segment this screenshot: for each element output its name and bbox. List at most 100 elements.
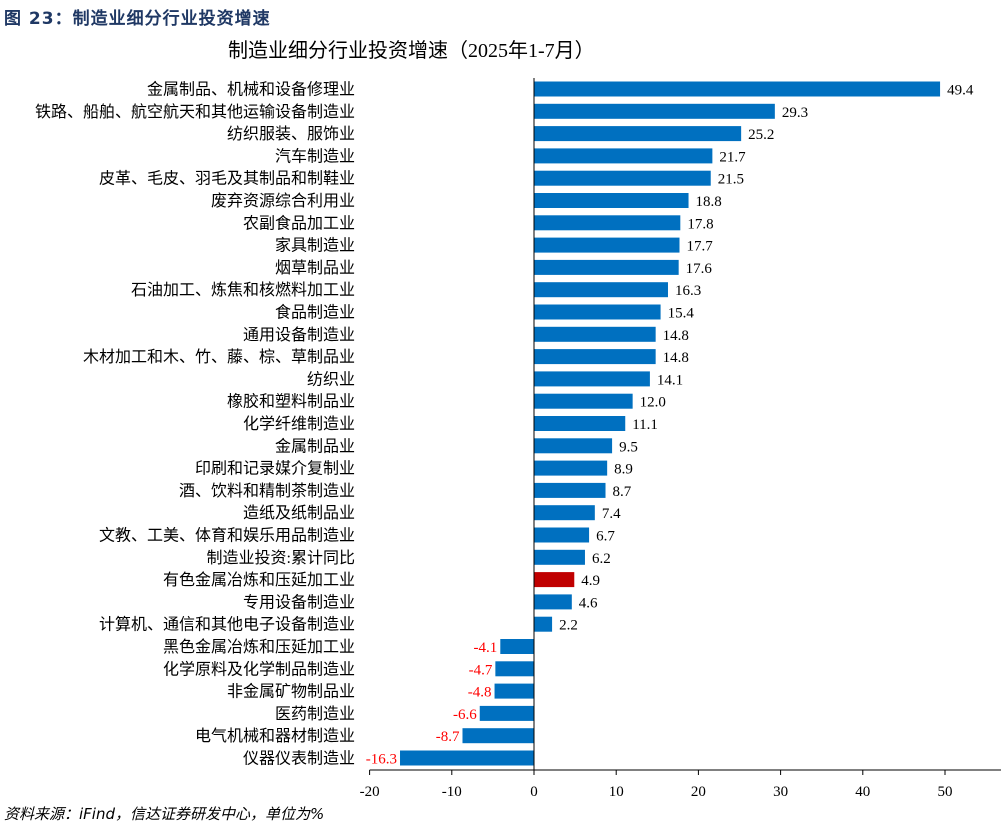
category-label: 铁路、船舶、航空航天和其他运输设备制造业 bbox=[35, 103, 355, 121]
chart-title: 制造业细分行业投资增速（2025年1-7月） bbox=[228, 40, 595, 62]
category-label: 非金属矿物制品业 bbox=[227, 683, 355, 701]
bar bbox=[462, 728, 534, 744]
bar bbox=[534, 81, 941, 97]
category-label: 电气机械和器材制造业 bbox=[195, 727, 355, 745]
bar bbox=[534, 460, 608, 476]
data-label: 21.7 bbox=[719, 149, 746, 165]
x-tick-label: 10 bbox=[609, 784, 624, 800]
x-tick-label: 20 bbox=[691, 784, 706, 800]
category-label: 橡胶和塑料制品业 bbox=[227, 393, 355, 411]
bar bbox=[534, 616, 553, 632]
bar bbox=[534, 572, 575, 588]
data-label: 8.9 bbox=[614, 462, 633, 478]
data-label: 29.3 bbox=[782, 105, 808, 121]
data-label: 16.3 bbox=[675, 283, 701, 299]
category-label: 纺织业 bbox=[307, 370, 355, 388]
category-label: 纺织服装、服饰业 bbox=[227, 125, 355, 143]
data-label: -4.8 bbox=[468, 685, 492, 701]
data-label: 17.8 bbox=[687, 216, 713, 232]
bar bbox=[534, 304, 661, 320]
category-label: 木材加工和木、竹、藤、棕、草制品业 bbox=[83, 348, 355, 366]
category-label: 酒、饮料和精制茶制造业 bbox=[179, 482, 355, 500]
data-label: -6.6 bbox=[453, 707, 477, 723]
category-label: 金属制品、机械和设备修理业 bbox=[147, 81, 355, 99]
bar bbox=[534, 482, 606, 498]
bar bbox=[534, 282, 668, 298]
data-label: 25.2 bbox=[748, 127, 774, 143]
bar bbox=[534, 549, 585, 565]
data-label: 11.1 bbox=[632, 417, 658, 433]
data-label: 9.5 bbox=[619, 439, 638, 455]
x-tick-label: -20 bbox=[360, 784, 380, 800]
category-label: 医药制造业 bbox=[275, 705, 355, 723]
x-tick-label: 50 bbox=[938, 784, 953, 800]
bar bbox=[534, 126, 742, 142]
data-label: 18.8 bbox=[696, 194, 722, 210]
data-label: 7.4 bbox=[602, 506, 621, 522]
category-label: 印刷和记录媒介复制业 bbox=[195, 460, 355, 478]
data-label: -16.3 bbox=[366, 752, 397, 768]
category-label: 烟草制品业 bbox=[275, 259, 355, 277]
data-label: 15.4 bbox=[668, 306, 695, 322]
data-label: 8.7 bbox=[613, 484, 632, 500]
category-label: 石油加工、炼焦和核燃料加工业 bbox=[131, 281, 355, 299]
data-label: 6.7 bbox=[596, 529, 615, 545]
category-label: 专用设备制造业 bbox=[243, 593, 355, 611]
data-label: 49.4 bbox=[947, 83, 974, 99]
category-label: 造纸及纸制品业 bbox=[243, 504, 355, 522]
bar bbox=[479, 705, 534, 721]
category-label: 金属制品业 bbox=[275, 437, 355, 455]
data-label: 4.9 bbox=[581, 573, 600, 589]
data-label: 14.8 bbox=[663, 328, 689, 344]
category-label: 皮革、毛皮、羽毛及其制品和制鞋业 bbox=[99, 170, 355, 188]
bar bbox=[534, 349, 656, 365]
bar bbox=[534, 393, 633, 409]
category-label: 计算机、通信和其他电子设备制造业 bbox=[99, 615, 355, 634]
bar bbox=[534, 215, 681, 231]
data-label: -8.7 bbox=[436, 729, 460, 745]
source-note: 资料来源：iFind，信达证券研发中心，单位为% bbox=[4, 805, 325, 823]
data-label: -4.7 bbox=[469, 662, 493, 678]
category-label: 文教、工美、体育和娱乐用品制造业 bbox=[99, 527, 355, 545]
x-tick-label: 30 bbox=[773, 784, 788, 800]
x-tick-label: -10 bbox=[442, 784, 462, 800]
bar bbox=[534, 326, 656, 342]
bar bbox=[534, 237, 680, 253]
bar bbox=[534, 438, 613, 454]
category-label: 仪器仪表制造业 bbox=[243, 750, 355, 768]
category-label: 化学纤维制造业 bbox=[243, 415, 355, 433]
bar bbox=[495, 661, 534, 677]
data-label: 14.8 bbox=[663, 350, 689, 366]
bar bbox=[534, 527, 590, 543]
figure-title: 图 23：制造业细分行业投资增速 bbox=[4, 9, 271, 29]
bar bbox=[500, 639, 534, 654]
bar bbox=[534, 193, 689, 208]
bar bbox=[534, 148, 713, 164]
category-label: 食品制造业 bbox=[275, 304, 355, 322]
category-label: 有色金属冶炼和压延加工业 bbox=[163, 571, 355, 589]
bar bbox=[400, 750, 534, 766]
data-label: 4.6 bbox=[579, 595, 598, 611]
bar bbox=[534, 170, 711, 186]
data-label: 17.6 bbox=[686, 261, 713, 277]
category-label: 农副食品加工业 bbox=[243, 214, 355, 232]
category-label: 废弃资源综合利用业 bbox=[211, 192, 355, 210]
data-label: 2.2 bbox=[559, 618, 578, 634]
bar bbox=[534, 594, 572, 610]
x-tick-label: 0 bbox=[530, 784, 538, 800]
data-label: 14.1 bbox=[657, 372, 683, 388]
bar bbox=[534, 371, 650, 387]
x-tick-label: 40 bbox=[855, 784, 870, 800]
category-label: 化学原料及化学制品制造业 bbox=[163, 660, 355, 678]
bar bbox=[534, 416, 626, 431]
category-label: 黑色金属冶炼和压延加工业 bbox=[163, 638, 355, 656]
data-label: 21.5 bbox=[718, 172, 744, 188]
data-label: 17.7 bbox=[686, 239, 713, 255]
bar bbox=[534, 259, 679, 275]
bar bbox=[494, 683, 534, 699]
bar bbox=[534, 505, 595, 521]
data-label: 6.2 bbox=[592, 551, 611, 567]
category-label: 制造业投资:累计同比 bbox=[207, 549, 355, 567]
category-label: 汽车制造业 bbox=[275, 147, 355, 165]
